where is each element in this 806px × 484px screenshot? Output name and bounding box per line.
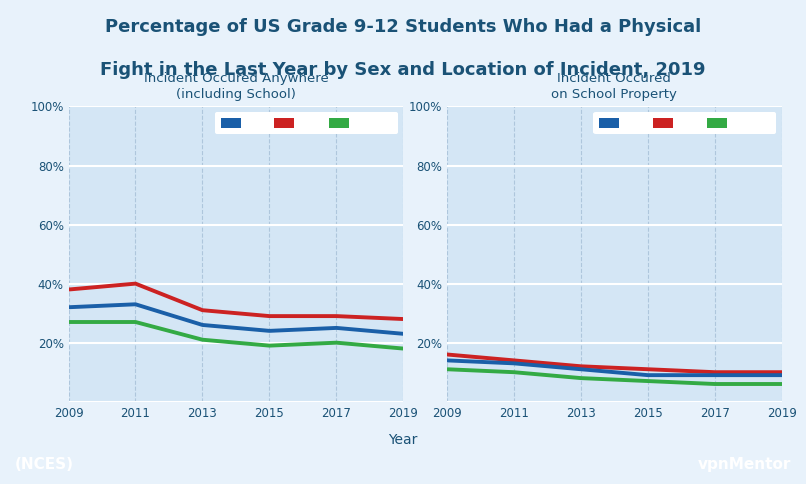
Legend: Total, Male, Female: Total, Male, Female [215,112,398,134]
Text: Percentage of US Grade 9-12 Students Who Had a Physical: Percentage of US Grade 9-12 Students Who… [105,18,701,36]
Legend: Total, Male, Female: Total, Male, Female [593,112,776,134]
Text: Fight in the Last Year by Sex and Location of Incident, 2019: Fight in the Last Year by Sex and Locati… [100,60,706,79]
Text: Year: Year [388,434,418,447]
Text: (NCES): (NCES) [15,457,73,471]
Text: vpnMentor: vpnMentor [698,457,791,471]
Title: Incident Occured
on School Property: Incident Occured on School Property [551,72,677,101]
Title: Incident Occured Anywhere
(including School): Incident Occured Anywhere (including Sch… [143,72,328,101]
